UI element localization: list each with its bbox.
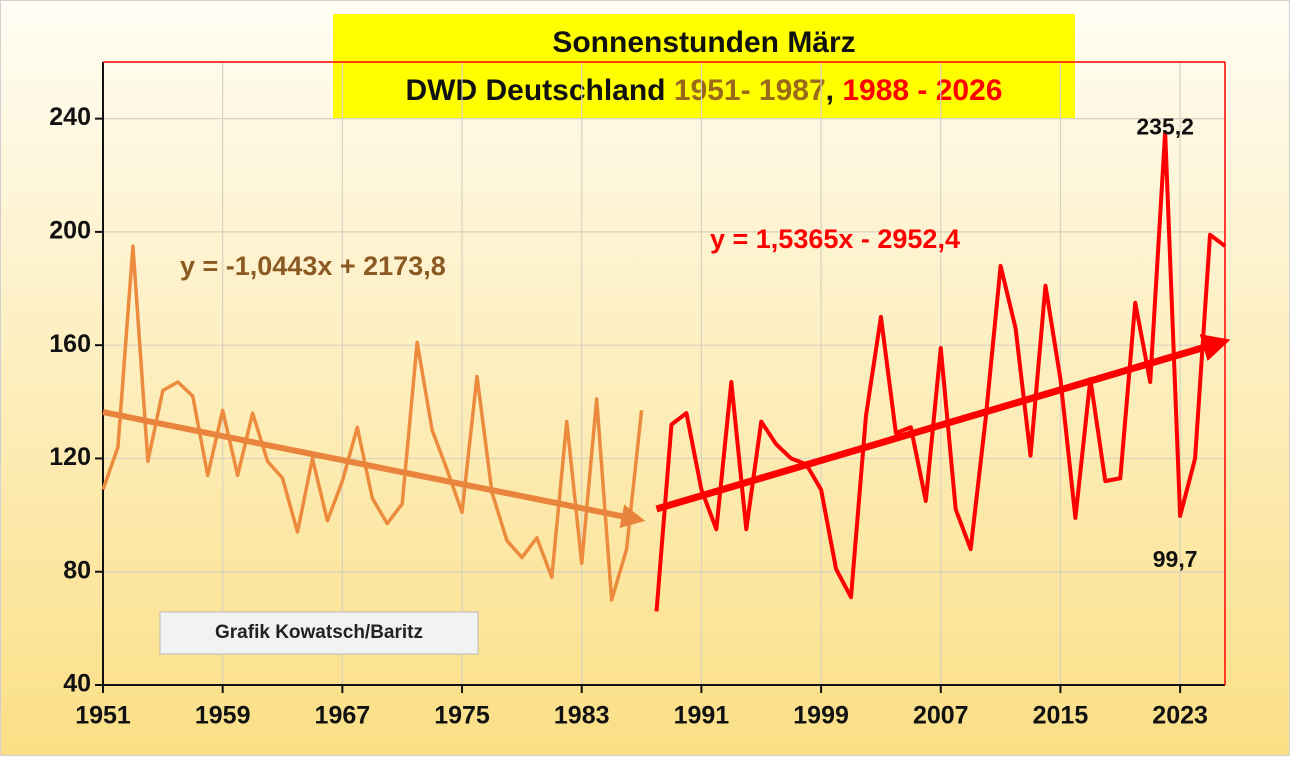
subtitle-part: , <box>826 74 843 107</box>
y-tick-label: 120 <box>49 443 91 471</box>
data-label: 235,2 <box>1136 113 1194 139</box>
x-tick-label: 2015 <box>1033 702 1089 730</box>
y-tick-label: 240 <box>49 103 91 131</box>
chart-title: Sonnenstunden März <box>552 26 855 59</box>
trend-line <box>102 409 646 528</box>
series-line <box>101 244 644 602</box>
y-tick-label: 160 <box>49 330 91 358</box>
trend-equation: y = -1,0443x + 2173,8 <box>180 251 446 281</box>
series-line <box>654 130 1227 612</box>
trend-line <box>655 334 1231 513</box>
subtitle-part: DWD Deutschland <box>406 74 674 107</box>
x-tick-label: 1991 <box>674 702 730 730</box>
subtitle-part: 1988 - 2026 <box>842 74 1002 107</box>
trend-equation: y = 1,5365x - 2952,4 <box>710 224 960 254</box>
x-tick-label: 2023 <box>1152 702 1208 730</box>
x-tick-label: 1959 <box>195 702 251 730</box>
x-tick-label: 1951 <box>75 702 131 730</box>
data-label: 99,7 <box>1153 546 1198 572</box>
x-tick-label: 1975 <box>434 702 490 730</box>
x-tick-label: 1983 <box>554 702 610 730</box>
y-tick-label: 40 <box>63 670 91 698</box>
chart-subtitle: DWD Deutschland 1951- 1987, 1988 - 2026 <box>406 74 1003 107</box>
y-tick-label: 200 <box>49 217 91 245</box>
x-tick-label: 1967 <box>315 702 371 730</box>
title-box <box>333 14 1075 118</box>
subtitle-part: 1951- 1987 <box>674 74 826 107</box>
credit: Grafik Kowatsch/Baritz <box>215 622 423 643</box>
x-tick-label: 2007 <box>913 702 969 730</box>
credit-box <box>159 611 479 655</box>
x-tick-label: 1999 <box>793 702 849 730</box>
y-tick-label: 80 <box>63 556 91 584</box>
